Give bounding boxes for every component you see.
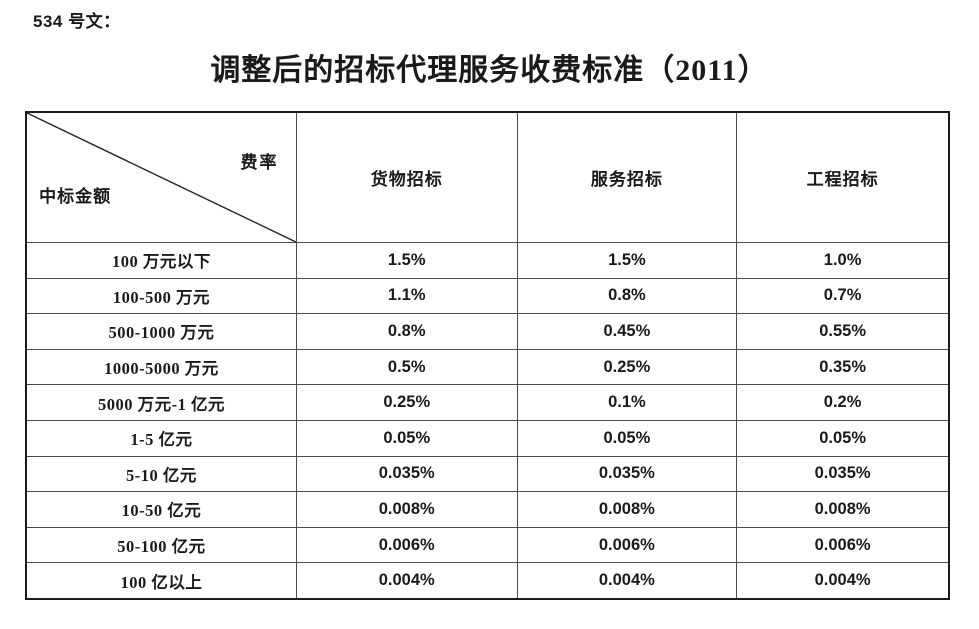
- service-rate-cell: 0.004%: [516, 562, 738, 600]
- goods-rate-cell: 1.1%: [295, 277, 518, 315]
- engineering-rate-cell: 0.05%: [736, 419, 950, 457]
- engineering-rate-cell: 0.004%: [736, 562, 950, 600]
- column-header-service: 服务招标: [516, 111, 738, 243]
- engineering-rate-cell: 0.006%: [736, 526, 950, 564]
- corner-header-cell: 费率 中标金额: [25, 111, 297, 243]
- engineering-rate-cell: 0.008%: [736, 491, 950, 528]
- service-rate-cell: 0.25%: [516, 348, 738, 386]
- fee-rate-table: 费率 中标金额 货物招标 服务招标 工程招标 100 万元以下 1.5% 1.5…: [25, 111, 950, 600]
- goods-rate-cell: 0.8%: [295, 313, 518, 350]
- table-row: 500-1000 万元 0.8% 0.45% 0.55%: [25, 313, 950, 350]
- doc-number-label: 534 号文：: [33, 12, 121, 31]
- goods-rate-cell: 0.035%: [295, 455, 518, 493]
- corner-rate-label: 费率: [240, 152, 279, 172]
- service-rate-cell: 1.5%: [516, 242, 738, 279]
- table-body: 100 万元以下 1.5% 1.5% 1.0% 100-500 万元 1.1% …: [25, 242, 950, 600]
- header-row: 费率 中标金额 货物招标 服务招标 工程招标: [25, 111, 950, 243]
- amount-range-cell: 1000-5000 万元: [25, 348, 297, 386]
- table-row: 100 万元以下 1.5% 1.5% 1.0%: [25, 242, 950, 279]
- column-header-engineering: 工程招标: [736, 111, 950, 243]
- goods-rate-cell: 0.004%: [295, 562, 518, 600]
- page-title: 调整后的招标代理服务收费标准（2011）: [210, 54, 769, 87]
- table-row: 1-5 亿元 0.05% 0.05% 0.05%: [25, 419, 950, 457]
- engineering-rate-cell: 0.7%: [736, 277, 950, 315]
- table-row: 100 亿以上 0.004% 0.004% 0.004%: [25, 562, 950, 600]
- service-rate-cell: 0.05%: [516, 419, 738, 457]
- service-rate-cell: 0.45%: [516, 313, 738, 350]
- amount-range-cell: 100-500 万元: [25, 277, 297, 315]
- diagonal-divider-line: [27, 113, 296, 242]
- column-header-goods: 货物招标: [295, 111, 518, 243]
- goods-rate-cell: 0.05%: [295, 419, 518, 457]
- goods-rate-cell: 0.25%: [295, 384, 518, 421]
- goods-rate-cell: 0.006%: [295, 526, 518, 564]
- corner-amount-label: 中标金额: [39, 187, 112, 207]
- service-rate-cell: 0.8%: [516, 277, 738, 315]
- amount-range-cell: 10-50 亿元: [25, 491, 297, 528]
- engineering-rate-cell: 0.2%: [736, 384, 950, 421]
- goods-rate-cell: 0.008%: [295, 491, 518, 528]
- service-rate-cell: 0.008%: [516, 491, 738, 528]
- engineering-rate-cell: 0.55%: [736, 313, 950, 350]
- table-row: 1000-5000 万元 0.5% 0.25% 0.35%: [25, 348, 950, 386]
- goods-rate-cell: 0.5%: [295, 348, 518, 386]
- amount-range-cell: 100 万元以下: [25, 242, 297, 279]
- table-row: 10-50 亿元 0.008% 0.008% 0.008%: [25, 491, 950, 528]
- amount-range-cell: 500-1000 万元: [25, 313, 297, 350]
- engineering-rate-cell: 0.35%: [736, 348, 950, 386]
- engineering-rate-cell: 1.0%: [736, 242, 950, 279]
- table-row: 5000 万元-1 亿元 0.25% 0.1% 0.2%: [25, 384, 950, 421]
- amount-range-cell: 100 亿以上: [25, 562, 297, 600]
- amount-range-cell: 1-5 亿元: [25, 419, 297, 457]
- goods-rate-cell: 1.5%: [295, 242, 518, 279]
- service-rate-cell: 0.006%: [516, 526, 738, 564]
- table-row: 100-500 万元 1.1% 0.8% 0.7%: [25, 277, 950, 315]
- service-rate-cell: 0.1%: [516, 384, 738, 421]
- amount-range-cell: 5-10 亿元: [25, 455, 297, 493]
- amount-range-cell: 50-100 亿元: [25, 526, 297, 564]
- amount-range-cell: 5000 万元-1 亿元: [25, 384, 297, 421]
- table-row: 50-100 亿元 0.006% 0.006% 0.006%: [25, 526, 950, 564]
- engineering-rate-cell: 0.035%: [736, 455, 950, 493]
- service-rate-cell: 0.035%: [516, 455, 738, 493]
- table-row: 5-10 亿元 0.035% 0.035% 0.035%: [25, 455, 950, 493]
